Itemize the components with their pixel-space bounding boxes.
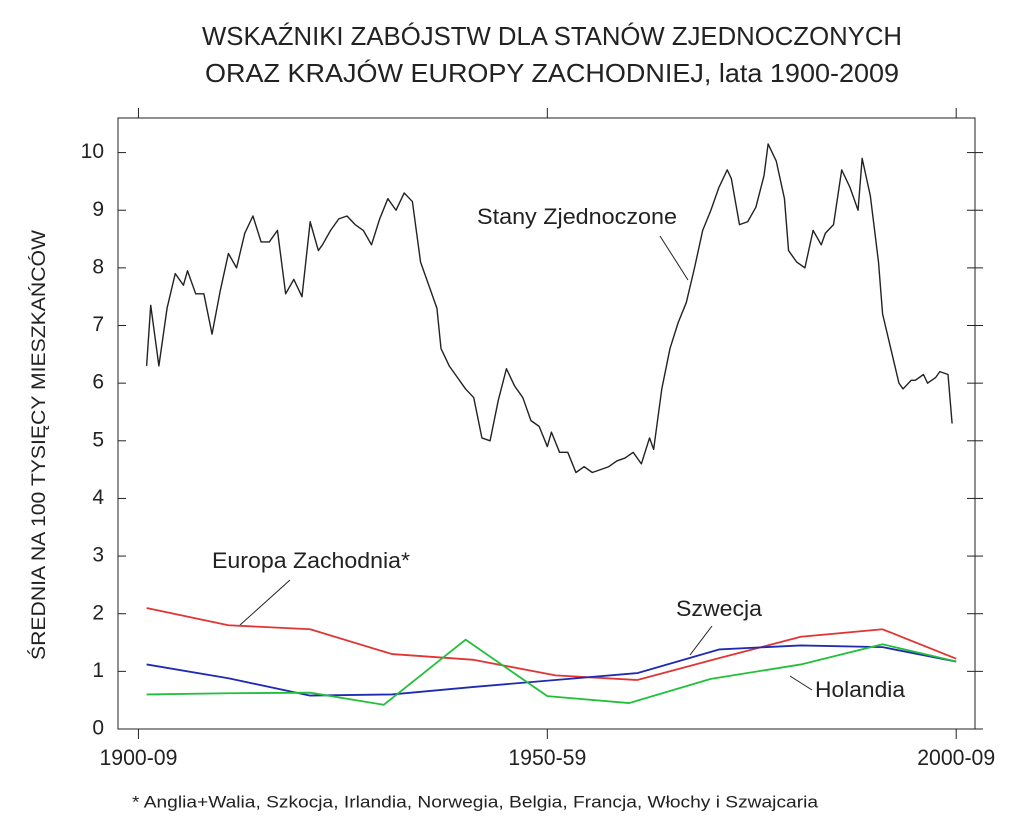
series-line [146, 607, 957, 681]
chart-title: WSKAŹNIKI ZABÓJSTW DLA STANÓW ZJEDNOCZON… [202, 21, 902, 51]
series-label: Szwecja [676, 596, 763, 621]
y-tick-label: 2 [92, 601, 104, 624]
y-tick-label: 4 [92, 486, 104, 509]
y-tick-label: 7 [92, 313, 104, 336]
x-tick-label: 2000-09 [917, 745, 995, 770]
series-line [145, 143, 953, 474]
series-label: Holandia [815, 677, 906, 702]
y-tick-label: 9 [92, 198, 104, 221]
leader-line [659, 235, 689, 281]
series-line [146, 644, 957, 697]
y-tick-label: 6 [92, 371, 104, 394]
series-label: Stany Zjednoczone [477, 204, 677, 229]
y-tick-label: 10 [81, 140, 104, 163]
x-tick-label: 1900-09 [99, 745, 177, 770]
footnote: * Anglia+Walia, Szkocja, Irlandia, Norwe… [132, 792, 819, 811]
y-tick-label: 5 [92, 428, 104, 451]
y-tick-label: 1 [92, 659, 104, 682]
y-tick-label: 8 [92, 255, 104, 278]
leader-line [239, 579, 291, 626]
y-tick-label: 0 [92, 717, 104, 740]
series-line [146, 638, 957, 706]
y-tick-label: 3 [92, 544, 104, 567]
x-tick-label: 1950-59 [508, 745, 586, 770]
leader-line [789, 675, 813, 691]
y-axis-label: ŚREDNIA NA 100 TYSIĘCY MIESZKAŃCÓW [28, 230, 50, 660]
chart-title: ORAZ KRAJÓW EUROPY ZACHODNIEJ, lata 1900… [205, 58, 899, 88]
leader-line [689, 625, 713, 656]
plot-frame [117, 117, 976, 730]
series-label: Europa Zachodnia* [212, 548, 410, 573]
